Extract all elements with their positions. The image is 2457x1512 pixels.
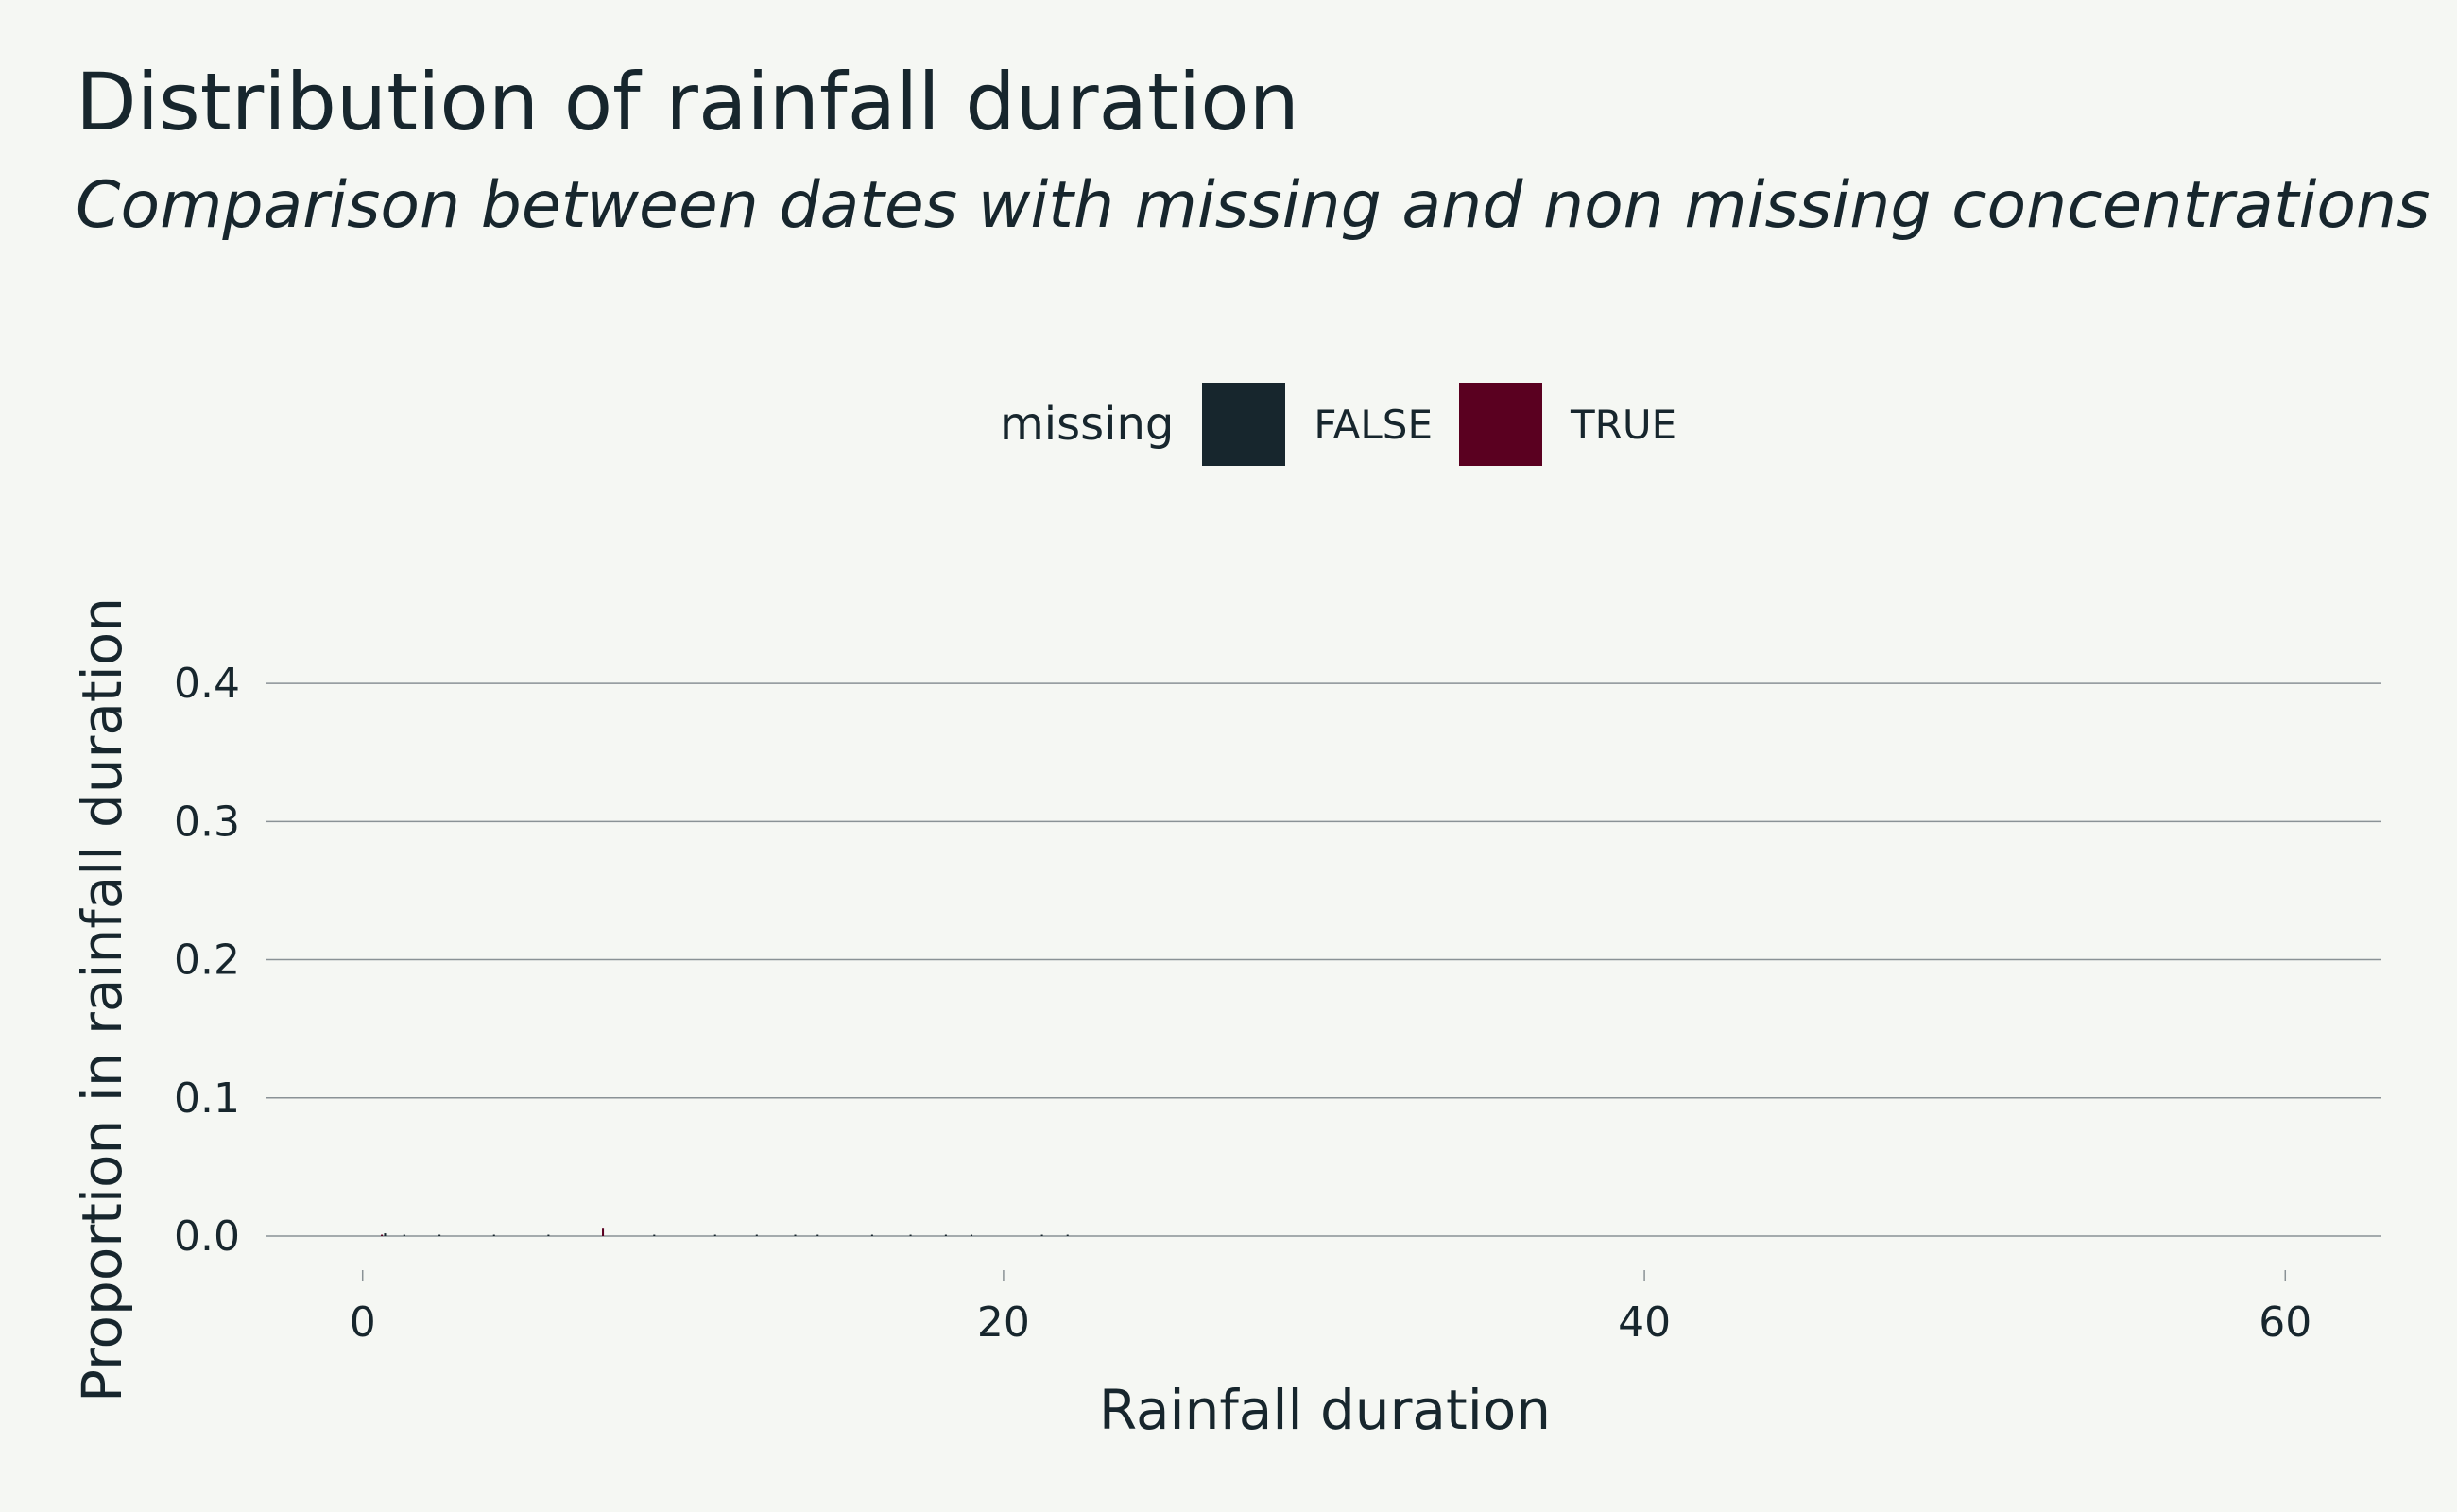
x-tick-label: 20: [977, 1298, 1030, 1347]
y-axis-title: Proportion in rainfall duration: [70, 597, 134, 1402]
legend-label-true: TRUE: [1570, 401, 1677, 448]
x-axis: 0 20 40 60: [350, 1270, 2311, 1347]
bar-false: [384, 1233, 387, 1236]
bar-false: [438, 1234, 441, 1236]
bar-false: [1040, 1234, 1043, 1236]
legend-swatch-true: [1458, 383, 1542, 466]
chart-subtitle: Comparison between dates with missing an…: [76, 168, 2431, 243]
chart-title: Distribution of rainfall duration: [76, 56, 1299, 148]
bar-false: [403, 1234, 405, 1236]
legend-swatch-false: [1202, 383, 1286, 466]
bars: [381, 1228, 1069, 1236]
bar-false: [870, 1234, 873, 1236]
bar-false: [816, 1234, 819, 1236]
legend-entry-false: FALSE: [1202, 383, 1433, 466]
bar-false: [1066, 1234, 1069, 1236]
bar-false: [653, 1234, 656, 1236]
bar-false: [713, 1234, 716, 1236]
bar-false: [794, 1234, 797, 1236]
bar-false: [492, 1234, 495, 1236]
bar-true: [381, 1234, 384, 1236]
bar-false: [547, 1234, 550, 1236]
legend: missing FALSE TRUE: [1000, 382, 1703, 467]
legend-entry-true: TRUE: [1458, 383, 1677, 466]
y-tick-label: 0.3: [174, 798, 240, 846]
bar-false: [755, 1234, 758, 1236]
y-tick-label: 0.0: [174, 1212, 240, 1261]
x-axis-title: Rainfall duration: [1099, 1378, 1551, 1442]
bar-true: [602, 1228, 605, 1236]
y-tick-label: 0.1: [174, 1074, 240, 1123]
gridlines: [266, 682, 2381, 1237]
x-tick-label: 60: [2259, 1298, 2311, 1347]
bar-false: [970, 1234, 973, 1236]
legend-title: missing: [1000, 398, 1175, 451]
legend-label-false: FALSE: [1314, 401, 1433, 448]
bar-false: [909, 1234, 912, 1236]
bar-false: [944, 1234, 947, 1236]
y-tick-label: 0.2: [174, 936, 240, 985]
y-tick-label: 0.4: [174, 660, 240, 708]
x-tick-label: 0: [350, 1298, 376, 1347]
y-axis: 0.0 0.1 0.2 0.3 0.4: [174, 660, 240, 1261]
x-tick-label: 40: [1618, 1298, 1671, 1347]
